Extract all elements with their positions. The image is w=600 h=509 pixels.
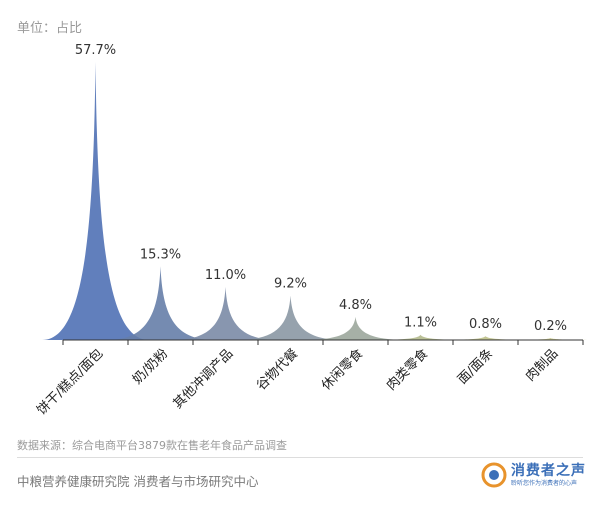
value-labels-group: 57.7% 15.3% 11.0% 9.2% 4.8% 1.1% 0.8% 0.2% — [75, 43, 567, 334]
bar-5 — [302, 316, 409, 340]
brand-slogan: 聆听您作为消费者的心声 — [511, 479, 578, 487]
category-label: 奶/奶粉 — [130, 346, 171, 387]
bar-4 — [237, 295, 344, 340]
bar-6 — [367, 334, 474, 340]
source-note: 数据来源：综合电商平台3879款在售老年食品产品调查 — [17, 439, 287, 452]
category-label: 谷物代餐 — [253, 346, 301, 394]
value-label: 57.7% — [75, 43, 116, 58]
value-label: 11.0% — [205, 268, 246, 283]
footer-divider — [17, 457, 583, 458]
bar-8 — [497, 338, 600, 340]
category-labels-group: 饼干/糕点/面包 奶/奶粉 其他冲调产品 谷物代餐 休闲零食 肉类零食 面/面条 肉制品 — [34, 346, 561, 419]
value-label: 9.2% — [274, 277, 307, 292]
value-label: 4.8% — [339, 298, 372, 313]
bar-1 — [42, 62, 149, 340]
bar-3 — [172, 287, 279, 340]
value-label: 15.3% — [140, 247, 181, 262]
brand-mark-icon — [481, 462, 507, 488]
value-label: 0.2% — [534, 319, 567, 334]
category-label: 休闲零食 — [318, 346, 366, 394]
x-ticks-group — [62, 340, 584, 345]
category-label: 肉类零食 — [383, 346, 431, 394]
organization-credit: 中粮营养健康研究院 消费者与市场研究中心 — [17, 474, 259, 489]
category-label: 肉制品 — [523, 346, 561, 384]
bar-7 — [432, 336, 539, 340]
brand-logo: 消费者之声 聆听您作为消费者的心声 — [481, 462, 586, 488]
category-label: 其他冲调产品 — [171, 346, 237, 412]
value-label: 0.8% — [469, 317, 502, 332]
value-label: 1.1% — [404, 316, 437, 331]
bar-2 — [107, 266, 214, 340]
category-label: 面/面条 — [454, 346, 496, 388]
bars-group — [42, 62, 600, 340]
category-label: 饼干/糕点/面包 — [34, 346, 106, 418]
brand-name: 消费者之声 — [511, 462, 586, 479]
unit-label: 单位：占比 — [17, 21, 83, 36]
